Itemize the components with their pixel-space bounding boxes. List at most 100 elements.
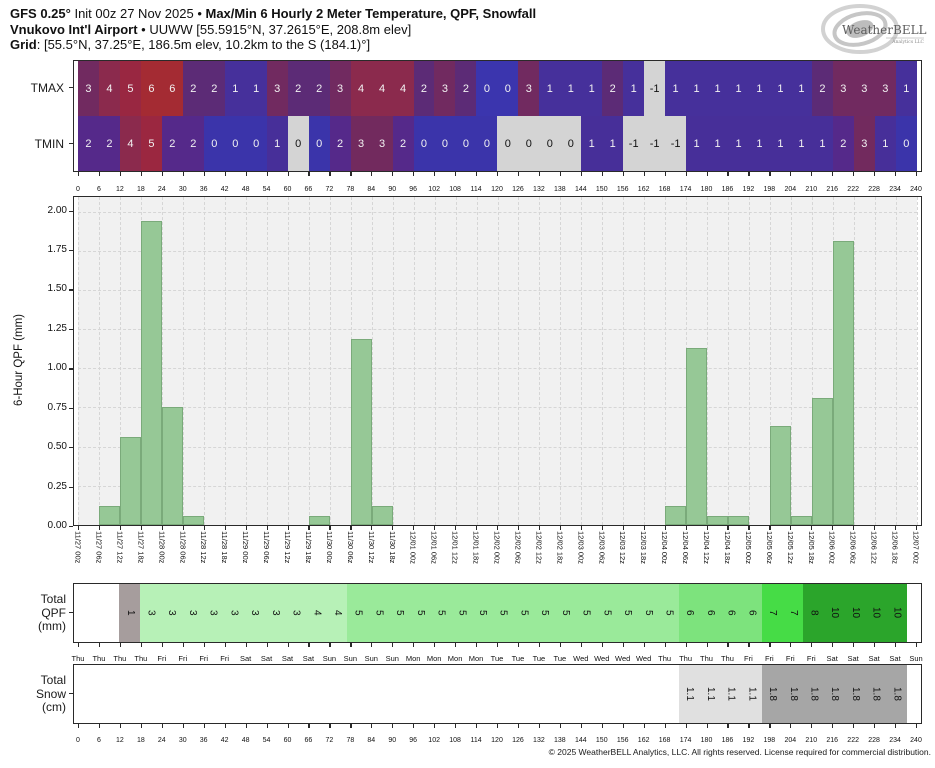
axis-tick [182, 526, 184, 530]
total-qpf-cell-20: 5 [492, 584, 514, 642]
vertical-gridline [392, 197, 394, 525]
total-qpf-x-ticks [78, 643, 918, 647]
axis-tick [790, 172, 792, 176]
axis-tick [601, 172, 603, 176]
axis-tick [538, 724, 541, 728]
temp-cell-tmin-4: 2 [161, 116, 183, 171]
axis-tick [727, 643, 729, 647]
axis-tick [245, 526, 247, 530]
total-snow-cell-31: 1.1 [720, 665, 741, 723]
axis-tick [350, 172, 352, 176]
qpf-ytick-label: 2.00 [47, 204, 67, 216]
axis-tick [664, 526, 666, 530]
temp-cell-tmax-11: 2 [308, 61, 330, 116]
axis-tick [98, 724, 101, 728]
axis-tick [392, 526, 394, 530]
axis-tick [916, 172, 918, 176]
temp-cell-tmax-38: 3 [874, 61, 896, 116]
axis-tick [224, 643, 226, 647]
qpf-bar-11-27-12z [119, 437, 141, 525]
axis-tick [203, 172, 205, 176]
qpf-bar-11-30-06z [350, 338, 372, 525]
qpf-bar-11-30-12z [371, 506, 393, 525]
total-snow-cell-16 [409, 665, 431, 723]
heatmap-x-ticks [78, 172, 918, 176]
qpf-ytick-mark [69, 407, 73, 410]
temp-cell-tmax-10: 2 [287, 61, 309, 116]
axis-tick [392, 172, 394, 176]
total-qpf-cell-12: 4 [326, 584, 348, 642]
total-qpf-cell-6: 3 [202, 584, 224, 642]
axis-tick [664, 724, 666, 728]
axis-tick [895, 172, 897, 176]
vertical-gridline [119, 197, 121, 525]
copyright-notice: © 2025 WeatherBELL Analytics, LLC. All r… [548, 747, 931, 757]
axis-tick [350, 643, 352, 647]
axis-tick [455, 643, 457, 647]
vertical-gridline [182, 197, 184, 525]
axis-tick [413, 643, 415, 647]
qpf-bar-11-29-18z [308, 515, 330, 525]
temp-cell-tmin-27: -1 [644, 116, 666, 171]
vertical-gridline [854, 197, 856, 525]
temp-cell-tmin-8: 0 [245, 116, 267, 171]
axis-tick [664, 643, 666, 647]
axis-tick [497, 172, 499, 176]
total-qpf-cell-37: 10 [844, 584, 866, 642]
total-snow-cell-39: 1.8 [886, 665, 907, 723]
temp-cell-tmax-6: 2 [203, 61, 225, 116]
axis-tick [434, 643, 436, 647]
temp-cell-tmax-16: 2 [413, 61, 435, 116]
axis-tick [161, 526, 163, 530]
temp-cell-tmin-31: 1 [728, 116, 749, 171]
vertical-gridline [455, 197, 457, 525]
vertical-gridline [476, 197, 478, 525]
total-snow-cell-24 [575, 665, 596, 723]
weatherbell-logo: WeatherBELL Analytics LLC [820, 3, 934, 55]
total-snow-cell-25 [595, 665, 617, 723]
axis-tick [371, 526, 373, 530]
logo-sub-text: Analytics LLC [891, 39, 924, 45]
axis-tick [455, 172, 457, 176]
axis-tick [517, 643, 520, 647]
total-qpf-label: Total QPF (mm) [38, 592, 66, 633]
total-qpf-cell-24: 5 [575, 584, 596, 642]
product-title: Max/Min 6 Hourly 2 Meter Temperature, QP… [205, 6, 537, 21]
tmin-row-tick [69, 143, 73, 145]
axis-tick [161, 643, 163, 647]
weatherbell-logo-swirl-icon: WeatherBELL Analytics LLC [821, 4, 927, 54]
axis-tick [224, 526, 226, 530]
axis-tick [266, 643, 268, 647]
temp-cell-tmax-8: 1 [245, 61, 267, 116]
axis-tick [916, 526, 918, 530]
temp-cell-tmin-39: 0 [895, 116, 917, 171]
total-qpf-cell-23: 5 [554, 584, 576, 642]
total-snow-cell-0 [78, 665, 99, 723]
temp-cell-tmin-26: -1 [623, 116, 645, 171]
temp-cell-tmin-21: 0 [518, 116, 540, 171]
total-snow-x-ticks [78, 724, 918, 728]
vertical-gridline [161, 197, 163, 525]
temp-cell-tmin-32: 1 [749, 116, 770, 171]
temp-cell-tmax-4: 6 [161, 61, 183, 116]
axis-tick [895, 643, 897, 647]
axis-tick [245, 643, 247, 647]
axis-tick [706, 724, 708, 728]
axis-tick [203, 643, 205, 647]
temp-cell-tmax-7: 1 [224, 61, 246, 116]
axis-tick [580, 643, 582, 647]
axis-tick [559, 724, 562, 728]
total-qpf-cell-7: 3 [223, 584, 244, 642]
temp-cell-tmin-34: 1 [790, 116, 812, 171]
axis-tick [98, 172, 101, 176]
axis-tick [350, 526, 352, 530]
total-snow-cell-8 [243, 665, 265, 723]
qpf-bar-11-27-18z [140, 220, 162, 525]
axis-tick [434, 526, 436, 530]
temp-cell-tmin-10: 0 [287, 116, 309, 171]
axis-tick [874, 172, 876, 176]
temp-cell-tmax-30: 1 [707, 61, 729, 116]
qpf-bar-12-06-00z [833, 241, 855, 525]
total-snow-cell-15 [388, 665, 410, 723]
